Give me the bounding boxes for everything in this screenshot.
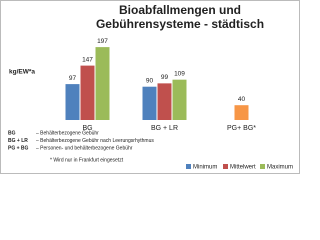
chart-title: Bioabfallmengen und [119, 3, 241, 17]
chart: Bioabfallmengen und Gebührensysteme - st… [0, 0, 300, 174]
note-text: – Personen- und behälterbezogene Gebühr [36, 145, 133, 151]
note-text: – Behälterbezogene Gebühr nach Leerungsr… [36, 138, 154, 144]
note-key: BG [8, 130, 16, 136]
legend-label: Mittelwert [230, 165, 256, 171]
x-tick-label: BG [82, 125, 92, 132]
note-key: BG + LR [8, 138, 28, 144]
x-tick-label: BG + LR [151, 125, 178, 132]
data-label: 40 [238, 96, 246, 103]
bar [80, 65, 95, 120]
data-label: 197 [97, 38, 108, 45]
data-label: 109 [174, 70, 185, 77]
data-label: 147 [82, 56, 93, 63]
data-label: 90 [146, 77, 154, 84]
legend-swatch [223, 164, 228, 169]
chart-title: Gebührensysteme - städtisch [96, 17, 264, 31]
note-key: PG + BG [8, 145, 29, 151]
legend-label: Maximum [267, 165, 293, 171]
legend-swatch [186, 164, 191, 169]
data-label: 97 [69, 75, 77, 82]
bar [157, 83, 172, 120]
x-tick-label: PG+ BG* [227, 125, 256, 132]
bar [142, 86, 157, 120]
bar [65, 84, 80, 120]
bar [95, 47, 110, 120]
y-axis-label: kg/EW*a [9, 69, 35, 76]
bar [172, 79, 187, 120]
data-label: 99 [161, 74, 169, 81]
footnote: * Wird nur in Frankfurt eingesetzt [50, 157, 124, 163]
note-text: – Behälterbezogene Gebühr [36, 130, 99, 136]
legend-label: Minimum [193, 165, 217, 171]
bar [234, 105, 249, 120]
legend-swatch [260, 164, 265, 169]
